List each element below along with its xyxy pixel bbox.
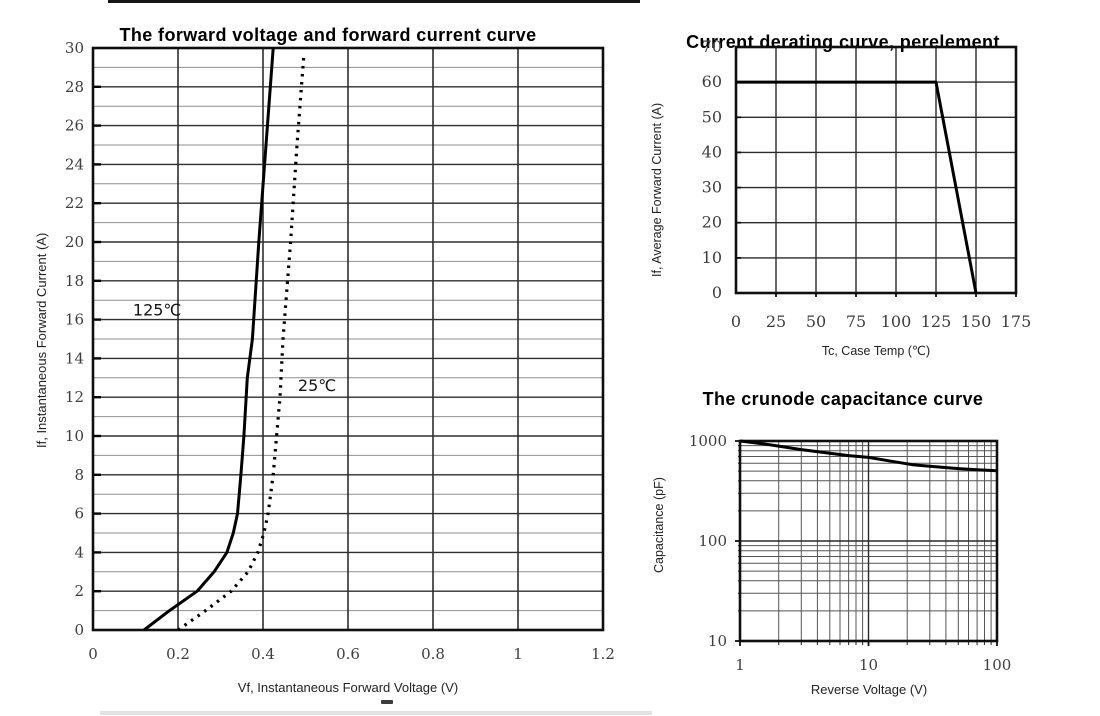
series-125℃ [143, 47, 275, 632]
tick-label: 22 [65, 194, 84, 212]
grid-forward-voltage-current [93, 48, 603, 630]
tick-label: 28 [65, 78, 84, 96]
tick-label: 60 [702, 72, 722, 91]
top-divider-rule [108, 0, 640, 3]
tick-label: 25 [766, 312, 786, 331]
tick-label: 0.2 [166, 645, 190, 663]
tick-label: 1 [513, 645, 523, 663]
tick-label: 1000 [689, 432, 727, 450]
plot-border-forward-voltage-current [91, 46, 605, 632]
tick-label: 20 [702, 213, 722, 232]
tick-label: 2 [74, 582, 84, 600]
tick-labels-forward-voltage-current: 0 0.2 0.4 0.6 0.8 1 1.202468101214161820222426… [65, 39, 615, 663]
grid-crunode-capacitance [735, 440, 998, 646]
chart-title-crunode-capacitance: The crunode capacitance curve [702, 388, 984, 409]
tick-label: 26 [65, 117, 84, 135]
grid-current-derating [736, 47, 1017, 297]
tick-label: 14 [65, 349, 84, 367]
tick-label: 100 [983, 656, 1012, 674]
tick-label: 8 [74, 466, 84, 484]
plot-current-derating: 0 25 50 75 100 125 150 175 0 10 20 30 40 50 60 70 [702, 37, 1032, 331]
series-capacitance [739, 439, 998, 473]
tick-label: 0.8 [421, 645, 445, 663]
tick-label: 10 [859, 656, 878, 674]
tick-label: 0 [74, 621, 84, 639]
tick-label: 6 [74, 505, 84, 523]
tick-label: 125 [921, 312, 952, 331]
tick-label: 1.2 [591, 645, 615, 663]
x-axis-label-reverse-voltage: Reverse Voltage (V) [810, 682, 928, 697]
tick-label: 20 [65, 233, 84, 251]
annotation-25℃: 25℃ [298, 376, 336, 395]
tick-label: 50 [702, 107, 722, 126]
tick-label: 0 [712, 283, 722, 302]
series-25℃ [177, 55, 306, 632]
tick-label: 1 [735, 656, 745, 674]
tick-label: 75 [846, 312, 866, 331]
tick-label: 70 [702, 37, 722, 56]
annotation-125℃: 125℃ [133, 300, 182, 319]
tick-label: 150 [961, 312, 992, 331]
x-axis-label-case-temp: Tc, Case Temp (℃) [821, 344, 931, 358]
bottom-divider-rule [100, 711, 652, 715]
tick-label: 0 [731, 312, 741, 331]
chart-title-forward-voltage-current: The forward voltage and forward current … [119, 24, 537, 45]
tick-label: 40 [702, 142, 722, 161]
tick-label: 18 [65, 272, 84, 290]
tick-label: 0.6 [336, 645, 360, 663]
plot-border-crunode-capacitance [738, 439, 999, 643]
tick-label: 30 [65, 39, 84, 57]
series-derating [736, 80, 978, 294]
scan-artifact-mark [381, 700, 393, 704]
tick-label: 100 [881, 312, 912, 331]
tick-labels-crunode-capacitance: 1 10 100 10 100 1000 [689, 432, 1012, 674]
plot-border-current-derating [734, 45, 1018, 295]
tick-label: 10 [65, 427, 84, 445]
tick-label: 30 [702, 178, 722, 197]
tick-label: 100 [698, 532, 727, 550]
tick-label: 12 [65, 388, 84, 406]
tick-label: 16 [65, 311, 84, 329]
tick-label: 0 [88, 645, 98, 663]
tick-label: 10 [702, 248, 722, 267]
tick-label: 0.4 [251, 645, 275, 663]
plot-crunode-capacitance: 1 10 100 10 100 1000 [689, 432, 1012, 674]
tick-label: 175 [1001, 312, 1032, 331]
tick-label: 24 [65, 155, 84, 173]
tick-label: 50 [806, 312, 826, 331]
tick-label: 10 [708, 632, 727, 650]
x-axis-label-forward-voltage: Vf, Instantaneous Forward Voltage (V) [237, 680, 459, 695]
tick-labels-current-derating: 0 25 50 75 100 125 150 175 0 10 20 30 40 50 60 70 [702, 37, 1032, 331]
tick-label: 4 [74, 543, 84, 561]
plot-forward-voltage-current: 0 0.2 0.4 0.6 0.8 1 1.202468101214161820222426… [65, 39, 615, 663]
